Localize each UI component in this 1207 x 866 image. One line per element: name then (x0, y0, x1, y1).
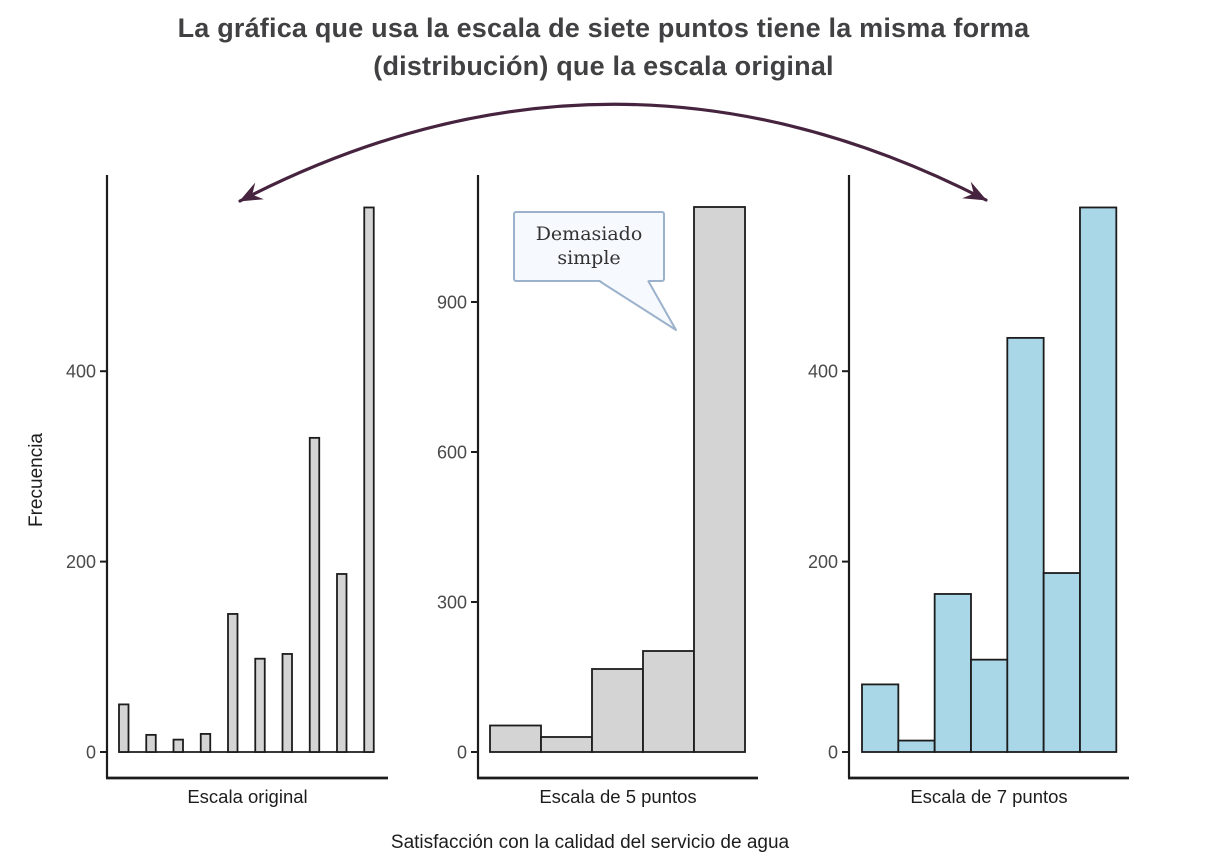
y-tick-label: 200 (66, 552, 96, 572)
y-tick-label: 200 (808, 552, 838, 572)
comparison-arrow (238, 102, 988, 203)
panel-escala-original: 0 200 400 (66, 175, 388, 780)
bar (199, 733, 212, 753)
bar (489, 724, 542, 753)
bar (897, 739, 936, 753)
bar (591, 668, 644, 753)
panel-escala-5-puntos: 0 300 600 900 (437, 175, 758, 780)
bar (172, 738, 184, 753)
bar (933, 593, 972, 753)
bar (145, 733, 157, 753)
y-tick-label: 0 (86, 742, 96, 762)
y-tick-label: 400 (808, 362, 838, 382)
panel-escala-7-puntos: 0 200 400 (808, 175, 1129, 780)
bar (336, 573, 348, 753)
panel-label-7-puntos: Escala de 7 puntos (910, 786, 1067, 807)
y-axis-title: Frecuencia (26, 433, 47, 527)
bar (1042, 572, 1081, 753)
y-tick-label: 300 (437, 592, 467, 612)
bar (118, 703, 130, 753)
bar (1006, 336, 1045, 753)
y-tick-label: 900 (437, 292, 467, 312)
chart-area: 0 200 400 0 300 600 900 0 200 400 Demasiado simp… (26, 102, 1129, 853)
bar (861, 683, 900, 753)
y-tick-label: 400 (66, 362, 96, 382)
bar (227, 613, 239, 753)
y-tick-label: 600 (437, 442, 467, 462)
x-axis-title: Satisfacción con la calidad del servicio… (391, 832, 790, 853)
bar (281, 653, 293, 753)
bar (642, 650, 695, 753)
bar (1079, 206, 1118, 753)
callout-pointer-outline (599, 280, 677, 331)
bar (308, 436, 321, 753)
page-title: La gráfica que usa la escala de siete pu… (177, 13, 1030, 81)
bar (693, 206, 746, 753)
bar (254, 657, 266, 753)
bar (540, 736, 593, 753)
bar (363, 206, 375, 753)
y-tick-label: 0 (457, 742, 467, 762)
bar (970, 658, 1009, 753)
callout-demasiado-simple: Demasiado simple (513, 211, 677, 331)
callout-box (513, 211, 665, 282)
panel-label-original: Escala original (187, 786, 307, 807)
y-tick-label: 0 (828, 742, 838, 762)
callout-label: Demasiado simple (536, 223, 643, 269)
panel-label-5-puntos: Escala de 5 puntos (539, 786, 696, 807)
